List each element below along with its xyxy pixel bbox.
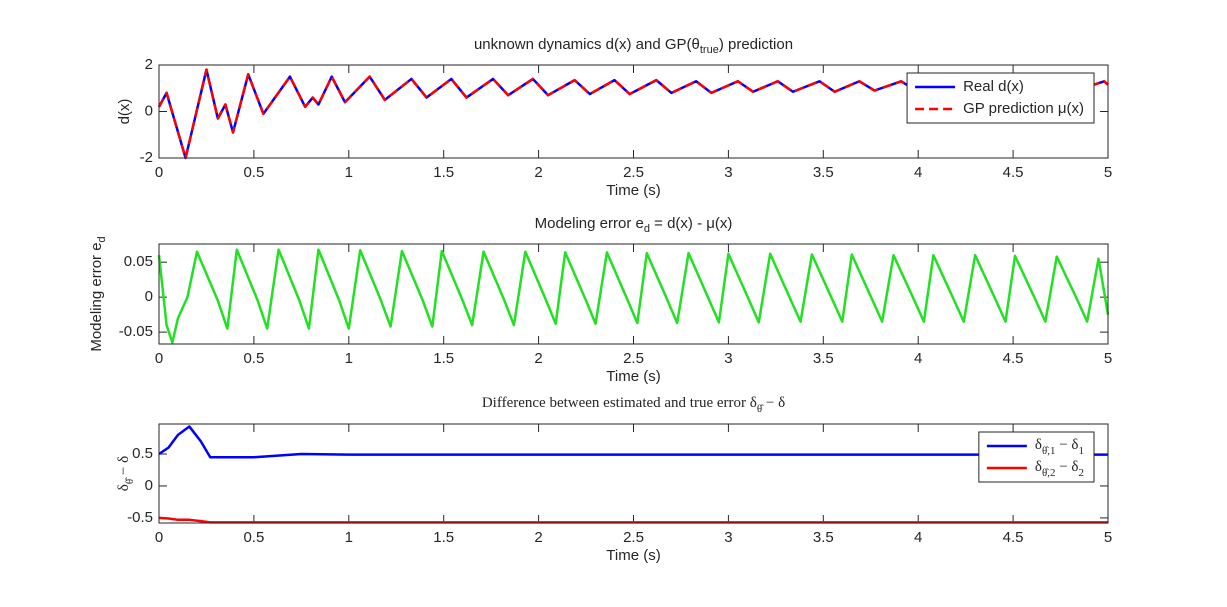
chart-title: Difference between estimated and true er… xyxy=(482,395,785,414)
x-tick-label: 4 xyxy=(914,350,922,367)
y-tick-label: -0.5 xyxy=(127,509,153,526)
plot-area xyxy=(159,424,1108,523)
subplot: 0 0.5 1 1.5 2 2.5 3 3.5 4 4.5 5-0.0500.05Modeling … xyxy=(88,215,1112,385)
x-tick-label: 2.5 xyxy=(623,529,644,546)
x-tick-label: 4 xyxy=(914,164,922,181)
legend-label-part: GP prediction μ(x) xyxy=(963,100,1084,117)
chart-title-part: unknown dynamics d(x) and GP(θ xyxy=(474,36,700,53)
x-tick-label: 4.5 xyxy=(1003,164,1024,181)
y-axis-label-part: Modeling error e xyxy=(88,242,105,351)
x-tick-label: 3 xyxy=(724,529,732,546)
chart-title: Modeling error ed = d(x) - μ(x) xyxy=(535,215,733,235)
y-axis-label-part: − δ xyxy=(116,456,132,479)
x-axis-label: Time (s) xyxy=(606,368,660,385)
x-tick-label: 2.5 xyxy=(623,350,644,367)
y-axis-label: Modeling error ed xyxy=(88,236,108,351)
x-tick-label: 1.5 xyxy=(433,529,454,546)
legend: Real d(x) GP prediction μ(x) xyxy=(906,72,1095,124)
chart-title-part: Modeling error e xyxy=(535,215,644,232)
x-tick-label: 3.5 xyxy=(813,350,834,367)
y-tick-label: 2 xyxy=(145,56,153,73)
legend-label-sub: 2 xyxy=(1079,467,1085,479)
x-tick-label: 4.5 xyxy=(1003,529,1024,546)
x-tick-label: 4.5 xyxy=(1003,350,1024,367)
y-tick-label: -2 xyxy=(140,149,153,166)
x-tick-label: 1.5 xyxy=(433,164,454,181)
chart-title-part: Difference between estimated and true er… xyxy=(482,395,757,411)
x-tick-label: 0 xyxy=(155,164,163,181)
y-tick-label: 0.5 xyxy=(132,445,153,462)
y-axis-label-sub: d xyxy=(96,236,108,242)
data-line xyxy=(158,425,1108,459)
x-tick-label: 1 xyxy=(345,164,353,181)
legend-label: Real d(x) xyxy=(963,78,1024,95)
chart-title-sub: true xyxy=(700,44,719,56)
chart-title-part: = d(x) - μ(x) xyxy=(650,215,732,232)
data-line xyxy=(157,248,1110,344)
data-line xyxy=(158,516,1108,524)
legend-label-part: δ xyxy=(1035,459,1042,475)
x-tick-label: 3.5 xyxy=(813,529,834,546)
x-axis-label: Time (s) xyxy=(606,182,660,199)
y-tick-label: 0.05 xyxy=(124,253,153,270)
x-tick-label: 5 xyxy=(1104,164,1112,181)
x-tick-label: 2 xyxy=(534,529,542,546)
legend-box xyxy=(978,431,1095,483)
y-tick-label: -0.05 xyxy=(119,323,153,340)
legend-label-part: − δ xyxy=(1055,459,1078,475)
chart-title-sub: θ̂ xyxy=(757,403,764,415)
x-tick-label: 0.5 xyxy=(243,350,264,367)
y-axis-label: δθ̂ − δ xyxy=(116,456,135,491)
x-tick-label: 3.5 xyxy=(813,164,834,181)
x-tick-label: 2.5 xyxy=(623,164,644,181)
x-tick-label: 3 xyxy=(724,164,732,181)
legend-label-part: δ xyxy=(1035,437,1042,453)
x-tick-label: 5 xyxy=(1104,350,1112,367)
y-tick-label: 0 xyxy=(145,102,153,119)
x-tick-label: 0.5 xyxy=(243,164,264,181)
x-axis-label: Time (s) xyxy=(606,547,660,564)
chart-title: unknown dynamics d(x) and GP(θtrue) pred… xyxy=(474,36,793,56)
legend-label-part: − δ xyxy=(1055,437,1078,453)
legend-label-sub: θ̂,1 xyxy=(1042,445,1056,457)
legend-label: δθ̂,2 − δ2 xyxy=(1035,459,1084,478)
subplot: 0 0.5 1 1.5 2 2.5 3 3.5 4 4.5 5-0.500.5Difference … xyxy=(116,395,1112,564)
legend-label-sub: θ̂,2 xyxy=(1042,467,1056,479)
x-tick-label: 1.5 xyxy=(433,350,454,367)
legend-label: GP prediction μ(x) xyxy=(963,100,1084,117)
x-tick-label: 2 xyxy=(534,350,542,367)
legend-box xyxy=(906,72,1095,124)
x-tick-label: 1 xyxy=(345,529,353,546)
plot-area xyxy=(159,244,1108,344)
y-tick-label: 0 xyxy=(145,288,153,305)
x-tick-label: 0 xyxy=(155,350,163,367)
axes-box xyxy=(158,423,1109,524)
x-tick-label: 4 xyxy=(914,529,922,546)
x-tick-label: 2 xyxy=(534,164,542,181)
legend-label-sub: 1 xyxy=(1079,445,1085,457)
x-tick-label: 1 xyxy=(345,350,353,367)
axes-box xyxy=(158,243,1109,345)
chart-title-part: ) prediction xyxy=(719,36,793,53)
y-axis-label-part: δ xyxy=(116,484,132,491)
x-tick-label: 3 xyxy=(724,350,732,367)
y-tick-label: 0 xyxy=(145,477,153,494)
axes-box xyxy=(158,64,1109,159)
legend-label: δθ̂,1 − δ1 xyxy=(1035,437,1084,456)
y-axis-label: d(x) xyxy=(116,99,133,125)
x-tick-label: 0 xyxy=(155,529,163,546)
x-tick-label: 0.5 xyxy=(243,529,264,546)
chart-title-part: − δ xyxy=(762,395,785,411)
chart-title-sub: d xyxy=(644,223,650,235)
x-tick-label: 5 xyxy=(1104,529,1112,546)
y-axis-label-sub: θ̂ xyxy=(124,477,136,484)
